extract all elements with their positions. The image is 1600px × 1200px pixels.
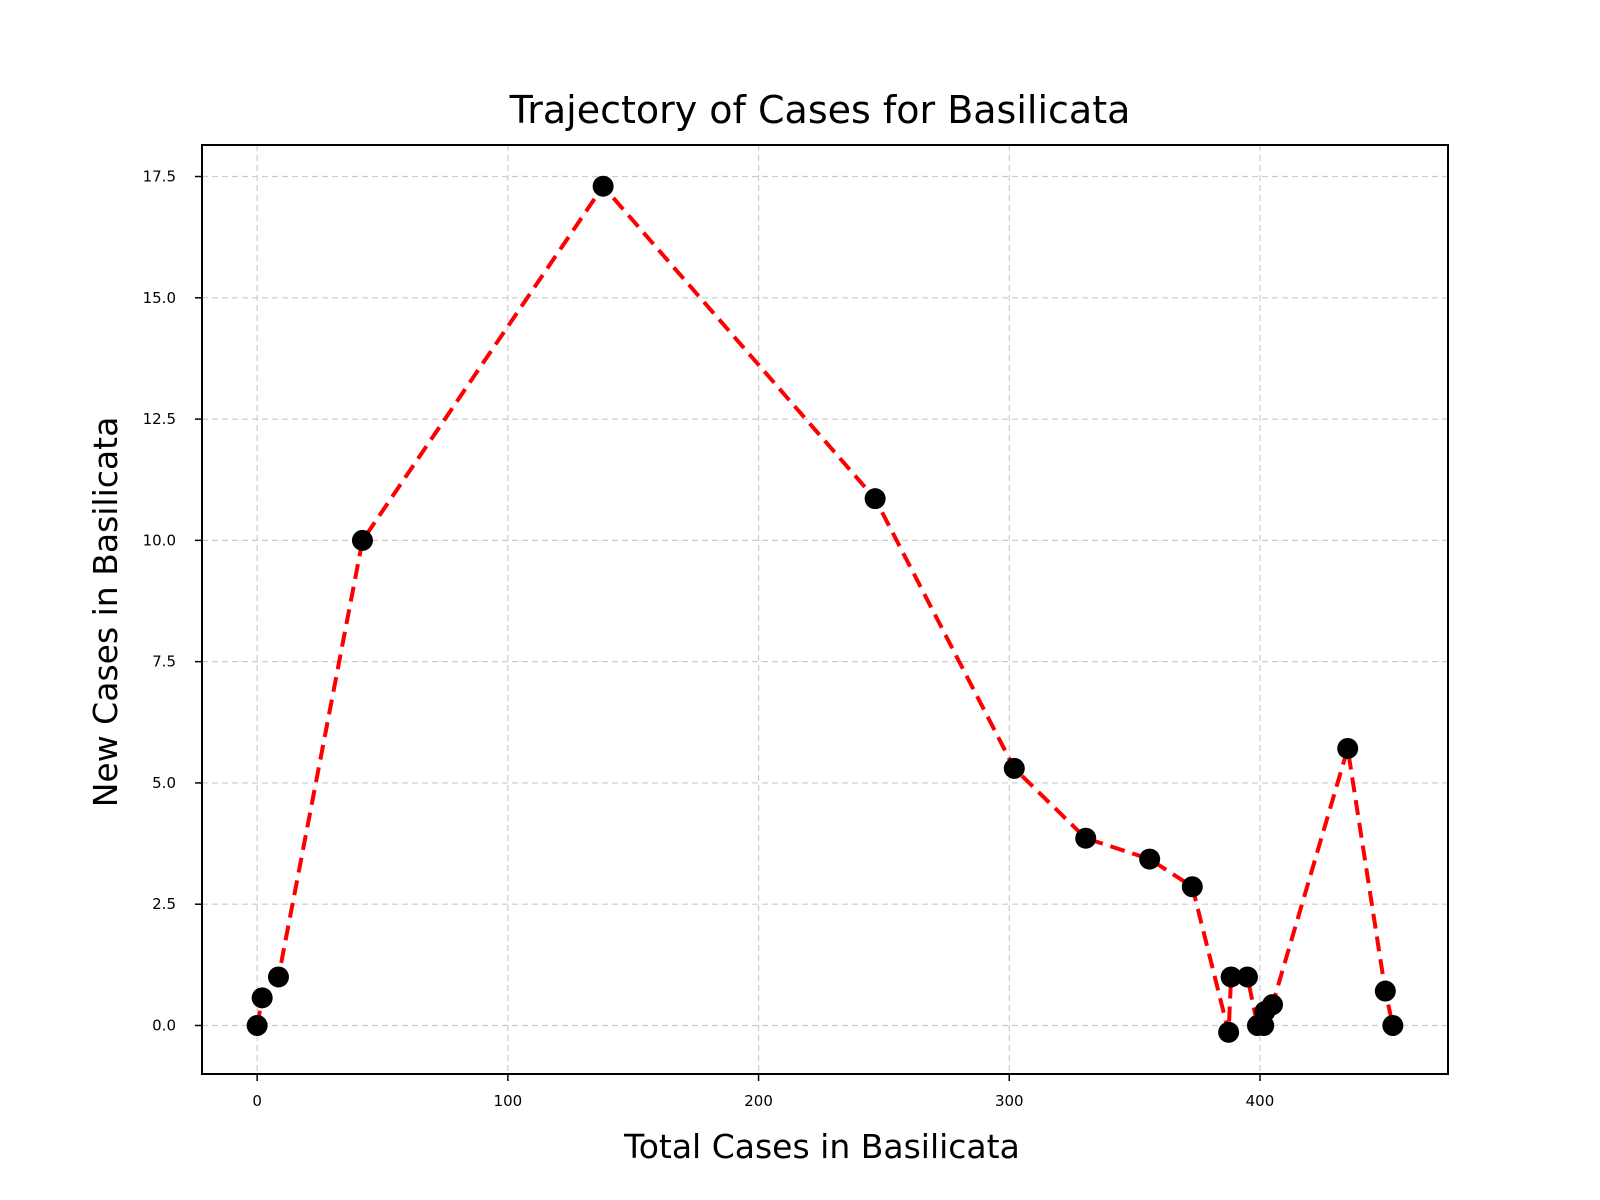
- data-point: [1139, 848, 1161, 870]
- chart-title: Trajectory of Cases for Basilicata: [509, 88, 1131, 132]
- data-point: [1075, 827, 1097, 849]
- data-point: [592, 175, 614, 197]
- data-point: [267, 966, 289, 988]
- data-point: [1218, 1021, 1240, 1043]
- data-point: [351, 529, 373, 551]
- y-tick-label: 12.5: [143, 410, 176, 428]
- data-point: [1181, 876, 1203, 898]
- x-axis-label: Total Cases in Basilicata: [623, 1127, 1020, 1166]
- y-tick-label: 5.0: [152, 774, 176, 792]
- plot-frame: [201, 144, 1449, 1075]
- series-line: [255, 182, 1395, 1033]
- data-point: [1220, 966, 1242, 988]
- x-tick-label: 0: [252, 1092, 262, 1110]
- x-tick-label: 200: [744, 1092, 773, 1110]
- series-line-layer: [255, 182, 1395, 1033]
- data-point: [1262, 994, 1284, 1016]
- data-point: [1337, 737, 1359, 759]
- y-axis-label: New Cases in Basilicata: [86, 417, 125, 808]
- x-tick-label: 300: [995, 1092, 1024, 1110]
- x-tick-label: 400: [1246, 1092, 1275, 1110]
- y-axis-ticks: 0.0 2.5 5.0 7.5 10.0 12.5 15.0 17.5: [143, 168, 202, 1034]
- y-tick-label: 7.5: [152, 653, 176, 671]
- data-point: [864, 488, 886, 510]
- data-point: [1374, 980, 1396, 1002]
- y-tick-label: 0.0: [152, 1016, 176, 1034]
- data-point: [1003, 757, 1025, 779]
- data-point: [246, 1014, 268, 1036]
- y-tick-label: 2.5: [152, 895, 176, 913]
- data-point: [1236, 966, 1258, 988]
- y-tick-label: 10.0: [143, 531, 176, 549]
- x-axis-ticks: 0 100 200 300 400: [252, 1074, 1274, 1110]
- data-points: [246, 175, 1404, 1043]
- data-point: [251, 987, 273, 1009]
- data-point: [1382, 1014, 1404, 1036]
- y-tick-label: 17.5: [143, 168, 176, 186]
- grid-lines: [202, 145, 1448, 1074]
- x-tick-label: 100: [494, 1092, 523, 1110]
- y-tick-label: 15.0: [143, 289, 176, 307]
